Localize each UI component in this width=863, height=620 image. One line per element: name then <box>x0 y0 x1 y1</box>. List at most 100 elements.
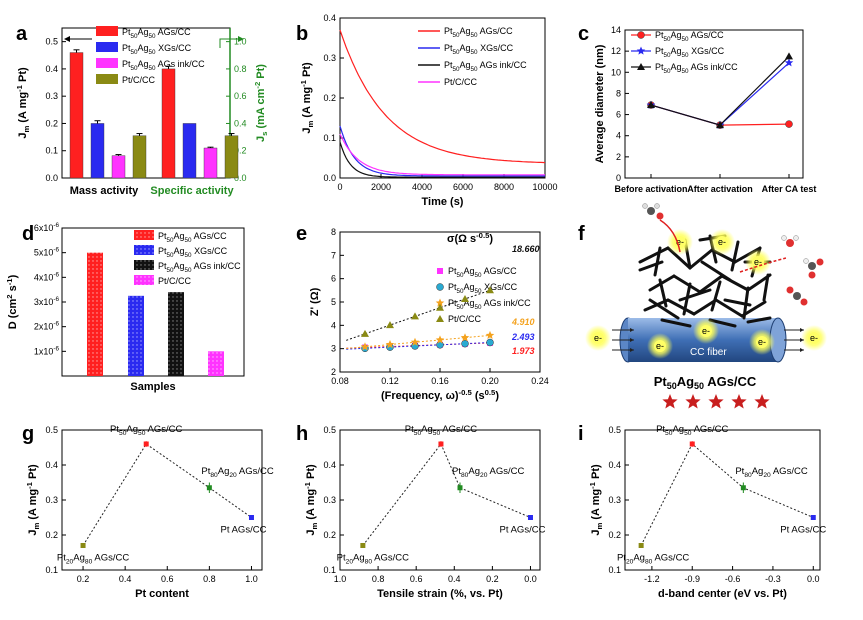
a-ytick2-label: 0.8 <box>234 64 247 74</box>
a-legend-swatch <box>96 26 118 36</box>
b-xtick-label: 10000 <box>532 182 557 192</box>
panel-label-a: a <box>16 23 28 45</box>
panel-label-b: b <box>296 23 308 45</box>
e-fit-line <box>346 289 491 341</box>
network-strand <box>666 298 696 316</box>
c-point <box>716 121 724 129</box>
electron-flow-arrowhead <box>630 338 634 342</box>
network-strand <box>648 298 680 320</box>
electron-arrows <box>612 219 804 352</box>
b-series-line <box>339 29 546 164</box>
d-ytick-label: 3x10-6 <box>34 296 60 307</box>
a-bar <box>132 135 147 179</box>
h-point-label: Pt AGs/CC <box>500 525 546 536</box>
a-ytick2-label: 1.0 <box>234 37 247 47</box>
i-ytick-label: 0.1 <box>608 565 621 575</box>
electron-label: e- <box>754 257 762 267</box>
c-legend-label: Pt50Ag50 XGs/CC <box>655 46 725 59</box>
d-bar <box>168 292 184 376</box>
network-strand <box>730 240 740 272</box>
e-legend-marker <box>435 298 445 307</box>
c-legend-marker <box>637 31 645 39</box>
d-ytick-label: 5x10-6 <box>34 247 60 258</box>
e-sigma-value: 1.973 <box>512 346 535 356</box>
electron-label: e- <box>718 237 726 247</box>
electron-label: e- <box>594 333 602 343</box>
g-point <box>248 515 254 520</box>
b-series-line <box>339 125 545 177</box>
d-legend-label: Pt50Ag50 AGs ink/CC <box>158 261 241 274</box>
panel-d-diffusion-bars: 1x10-6 2x10-6 3x10-6 4x10-6 5x10-6 6x10-6 Samp… <box>5 222 245 393</box>
a-category-label: Specific activity <box>150 185 234 197</box>
d-ytick-label: 1x10-6 <box>34 345 60 356</box>
i-ytick-label: 0.3 <box>608 495 621 505</box>
a-ylabel: Jm (A mg-1 Pt) <box>15 67 31 139</box>
network-strand <box>762 273 770 302</box>
h-xtick-label: 0.0 <box>524 574 537 584</box>
network-strand <box>638 246 670 264</box>
d-ylabel: D (cm2 s-1) <box>5 274 19 329</box>
a-legend-label: Pt50Ag50 XGs/CC <box>122 43 192 56</box>
c-category-label: Before activation <box>614 184 687 194</box>
e-sigma-value: 18.660 <box>512 244 540 254</box>
panel-e-warburg-plot: 0.08 0.12 0.16 0.20 0.24 2 3 4 5 6 7 8 (Frequency, ω… <box>309 227 549 402</box>
network-strand <box>700 260 732 282</box>
a-bar <box>224 135 239 179</box>
a-left-arrowhead <box>64 36 70 42</box>
h-xtick-label: 0.2 <box>486 574 499 584</box>
b-series-line <box>339 133 545 176</box>
e-xtick-label: 0.20 <box>481 376 499 386</box>
d-legend-label: Pt50Ag50 AGs/CC <box>158 231 227 244</box>
product-arrow <box>739 257 787 273</box>
g-point-label: Pt20Ag80 AGs/CC <box>57 553 129 566</box>
e-point <box>486 286 494 294</box>
i-point <box>740 485 746 491</box>
b-xtick-label: 8000 <box>494 182 514 192</box>
g-xtick-label: 1.0 <box>245 574 258 584</box>
h-point <box>527 515 533 520</box>
g-xtick-label: 0.4 <box>119 574 132 584</box>
i-trend-line <box>640 443 814 546</box>
network-strand <box>638 260 664 272</box>
c-ylabel: Average diameter (nm) <box>594 44 606 163</box>
electron-dot <box>700 325 712 337</box>
electron-flow-arrowhead <box>630 348 634 352</box>
a-ylabel-right: Js (mA cm-2 Pt) <box>253 64 269 142</box>
e-legend-marker <box>436 315 444 322</box>
e-ytick-label: 6 <box>331 274 336 284</box>
electron-dot <box>808 332 820 344</box>
c-legend-label: Pt50Ag50 AGs ink/CC <box>655 62 738 75</box>
c-ytick-label: 0 <box>616 173 621 183</box>
star-icon <box>685 394 701 409</box>
b-ytick-label: 0.1 <box>323 133 336 143</box>
i-ytick-label: 0.2 <box>608 530 621 540</box>
a-legend-label: Pt50Ag50 AGs/CC <box>122 27 191 40</box>
c-ytick-label: 14 <box>611 25 621 35</box>
d-ytick-label: 4x10-6 <box>34 271 60 282</box>
a-ytick-label: 0.5 <box>45 37 58 47</box>
e-xtick-label: 0.08 <box>331 376 349 386</box>
e-legend-label: Pt50Ag50 AGs/CC <box>448 266 517 279</box>
electron-label: e- <box>758 337 766 347</box>
e-legend-marker <box>436 283 444 291</box>
d-bar <box>87 252 103 376</box>
i-point-label: Pt20Ag80 AGs/CC <box>617 553 689 566</box>
electron-dot <box>592 332 604 344</box>
h-trend-line <box>362 443 531 546</box>
c-legend-marker <box>636 46 646 55</box>
star-icon <box>662 394 678 409</box>
h-ytick-label: 0.3 <box>323 495 336 505</box>
d-ytick-label: 6x10-6 <box>34 222 60 233</box>
electron-label: e- <box>810 333 818 343</box>
i-point-label: Pt50Ag50 AGs/CC <box>656 424 728 437</box>
b-legend-label: Pt50Ag50 XGs/CC <box>444 43 514 56</box>
b-xtick-label: 0 <box>337 182 342 192</box>
b-ytick-label: 0.0 <box>323 173 336 183</box>
electron-label: e- <box>676 237 684 247</box>
c-ytick-label: 12 <box>611 46 621 56</box>
star-icon <box>708 394 724 409</box>
a-ytick2-label: 0.4 <box>234 118 247 128</box>
b-legend-label: Pt50Ag50 AGs ink/CC <box>444 60 527 73</box>
axes-frame <box>624 429 821 571</box>
b-legend-label: Pt50Ag50 AGs/CC <box>444 26 513 39</box>
